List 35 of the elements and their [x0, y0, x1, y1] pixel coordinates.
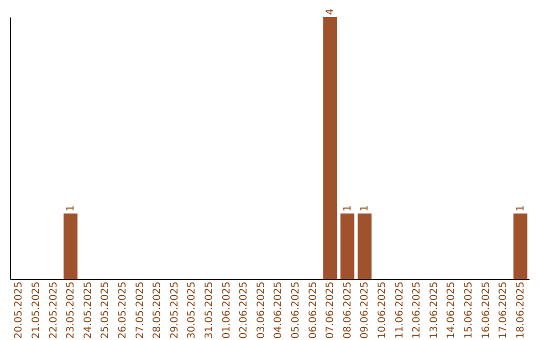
x-tick-label: 23.05.2025 — [66, 282, 77, 339]
data-label: 4 — [325, 8, 336, 15]
x-tick-label: 22.05.2025 — [48, 282, 60, 339]
x-tick-label: 25.05.2025 — [100, 282, 112, 339]
x-tick-label: 12.06.2025 — [412, 282, 423, 339]
x-tick-label: 26.05.2025 — [117, 282, 128, 339]
x-tick-label: 30.05.2025 — [186, 282, 198, 339]
x-tick-label: 29.05.2025 — [169, 282, 180, 339]
x-tick-label: 21.05.2025 — [30, 282, 42, 339]
x-tick-label: 09.06.2025 — [360, 282, 371, 339]
x-tick-label: 02.06.2025 — [238, 282, 250, 339]
x-tick-label: 10.06.2025 — [376, 282, 388, 339]
x-tick-label: 07.06.2025 — [325, 282, 336, 339]
data-label: 1 — [342, 205, 354, 212]
x-tick-label: 15.06.2025 — [463, 282, 474, 339]
x-tick-label: 03.06.2025 — [256, 282, 267, 339]
x-tick-label: 20.05.2025 — [14, 282, 25, 339]
x-tick-label: 16.06.2025 — [480, 282, 492, 339]
x-tick-label: 24.05.2025 — [82, 282, 94, 339]
x-tick-label: 27.05.2025 — [134, 282, 146, 339]
data-label: 1 — [360, 205, 371, 212]
x-tick-label: 06.06.2025 — [308, 282, 319, 339]
x-tick-label: 05.06.2025 — [290, 282, 302, 339]
x-tick-label: 04.06.2025 — [273, 282, 284, 339]
x-tick-label: 17.06.2025 — [498, 282, 510, 339]
x-tick-label: 28.05.2025 — [152, 282, 164, 339]
x-tick-label: 11.06.2025 — [394, 282, 406, 339]
x-tick-label: 13.06.2025 — [428, 282, 440, 339]
x-tick-label: 14.06.2025 — [446, 282, 458, 339]
x-tick-label: 18.06.2025 — [515, 282, 526, 339]
data-label: 1 — [515, 205, 526, 212]
x-tick-label: 31.05.2025 — [204, 282, 215, 339]
x-tick-label: 08.06.2025 — [342, 282, 354, 339]
x-tick-label: 01.06.2025 — [221, 282, 232, 339]
data-label: 1 — [66, 205, 77, 212]
